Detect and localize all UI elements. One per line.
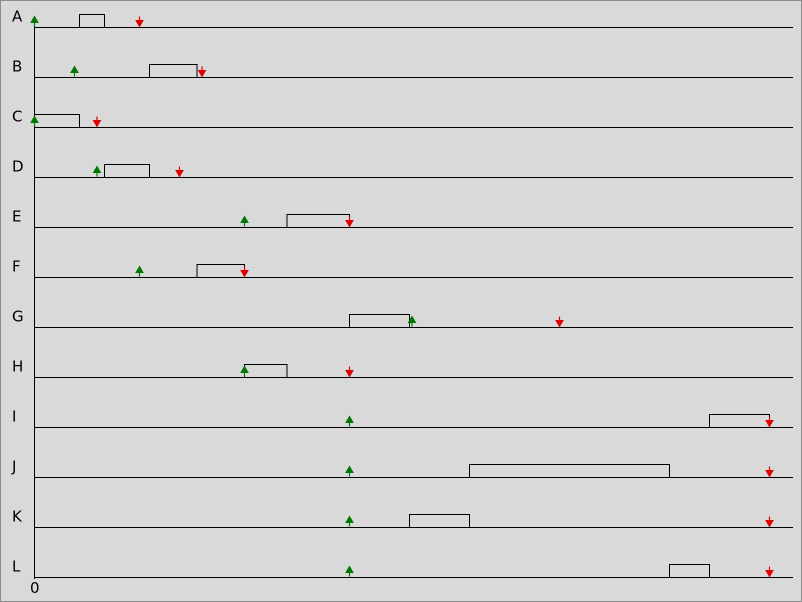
- release-arrow: [345, 565, 354, 577]
- release-arrow: [345, 415, 354, 427]
- deadline-arrow-head: [135, 20, 144, 28]
- deadline-arrow-head: [240, 270, 249, 278]
- row-label: C: [12, 108, 22, 126]
- deadline-arrow: [345, 366, 354, 378]
- execution-bar: [409, 514, 470, 528]
- row-d: D: [12, 158, 793, 178]
- execution-bar: [669, 564, 710, 578]
- release-arrow: [345, 515, 354, 527]
- execution-bar: [34, 114, 80, 128]
- row-label: G: [12, 308, 24, 326]
- execution-bar: [104, 164, 150, 178]
- release-arrow: [407, 315, 417, 327]
- deadline-arrow-head: [345, 220, 354, 228]
- execution-bar: [79, 14, 105, 28]
- row-label: I: [12, 408, 16, 426]
- release-arrow: [135, 265, 144, 277]
- deadline-arrow-head: [765, 570, 774, 578]
- deadline-arrow: [92, 116, 102, 128]
- execution-bar: [196, 264, 245, 278]
- row-label: B: [12, 58, 22, 76]
- deadline-arrow-head: [765, 470, 774, 478]
- release-arrow: [70, 65, 79, 77]
- deadline-arrow-head: [765, 520, 774, 528]
- row-k: K: [12, 508, 793, 528]
- row-e: E: [12, 208, 793, 228]
- deadline-arrow: [175, 166, 184, 178]
- release-arrow: [30, 115, 39, 127]
- release-arrow: [92, 165, 102, 177]
- chart-rows: A B C D E F G H I J K L: [11, 8, 793, 578]
- deadline-arrow-head: [175, 170, 184, 178]
- row-label: F: [12, 258, 21, 276]
- deadline-arrow-head: [345, 370, 354, 378]
- execution-bar: [286, 214, 350, 228]
- release-arrow: [345, 465, 354, 477]
- deadline-arrow: [765, 516, 774, 528]
- row-b: B: [12, 58, 793, 78]
- row-label: J: [11, 458, 16, 476]
- deadline-arrow: [135, 16, 144, 28]
- deadline-arrow-head: [92, 120, 102, 128]
- x-origin-label: 0: [30, 579, 40, 597]
- row-label: D: [12, 158, 24, 176]
- deadline-arrow-head: [555, 320, 564, 328]
- release-arrow: [240, 365, 249, 377]
- row-j: J: [11, 458, 793, 478]
- deadline-arrow: [197, 66, 207, 78]
- execution-bar: [349, 314, 410, 328]
- row-f: F: [12, 258, 793, 278]
- row-g: G: [12, 308, 793, 328]
- row-i: I: [12, 408, 793, 428]
- deadline-arrow: [345, 216, 354, 228]
- row-label: H: [12, 358, 23, 376]
- row-c: C: [12, 108, 793, 128]
- row-h: H: [12, 358, 793, 378]
- deadline-arrow: [765, 466, 774, 478]
- row-label: L: [12, 558, 21, 576]
- deadline-arrow: [555, 316, 564, 328]
- release-arrow: [30, 15, 39, 27]
- deadline-arrow: [240, 266, 249, 278]
- execution-bar: [244, 364, 288, 378]
- row-a: A: [12, 8, 793, 28]
- execution-bar: [149, 64, 198, 78]
- row-label: K: [12, 508, 23, 526]
- row-label: E: [12, 208, 21, 226]
- row-l: L: [12, 558, 793, 578]
- execution-bar: [709, 414, 770, 428]
- deadline-arrow-head: [765, 420, 774, 428]
- deadline-arrow-head: [197, 70, 207, 78]
- execution-bar: [469, 464, 670, 478]
- row-label: A: [12, 8, 23, 26]
- deadline-arrow: [765, 566, 774, 578]
- deadline-arrow: [765, 416, 774, 428]
- release-arrow: [240, 215, 249, 227]
